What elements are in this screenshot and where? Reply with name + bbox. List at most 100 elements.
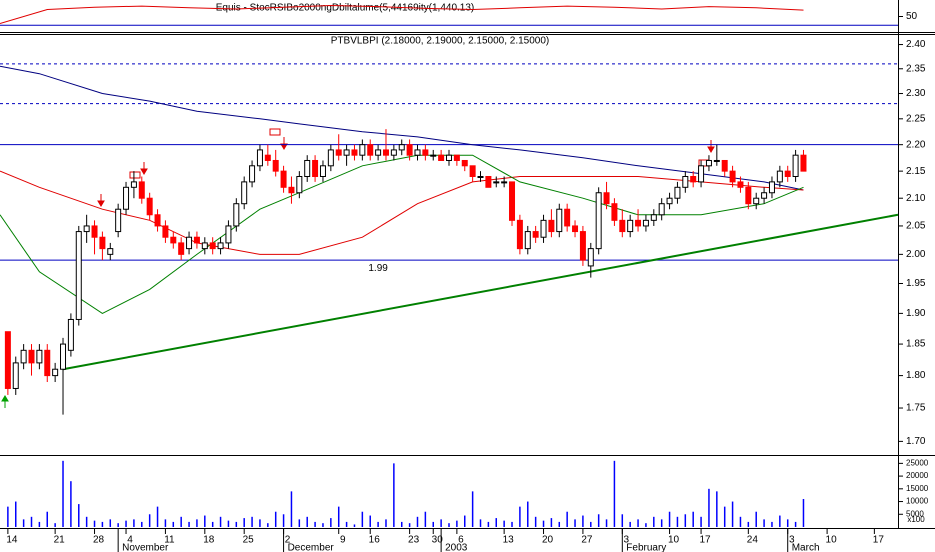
candle-body [485,176,492,188]
x-group-label: December [288,543,335,552]
x-tick-label: 14 [6,535,18,546]
candle-body [99,236,106,250]
candle-body [351,149,358,156]
candle-body [146,197,153,216]
candle-body [761,192,768,199]
x-tick-label: 28 [93,535,105,546]
candle-body [532,231,539,238]
candle-body [650,214,657,221]
y-tick-label: 2.00 [906,249,926,260]
candle-body [217,242,224,250]
candle-body [319,165,326,178]
candle-body [343,149,350,156]
candle-body [705,159,712,167]
candle-body [737,181,744,188]
candle-body [60,343,67,370]
x-tick-label: 3 [789,535,795,546]
y-tick-label: 15000 [906,484,929,493]
candle-body [241,181,248,205]
candle-body [138,181,145,199]
y-tick-label: 10000 [906,497,929,506]
candle-body [201,242,208,250]
candle-body [729,170,736,183]
y-tick-label: 25000 [906,458,929,467]
y-tick-label: 2.20 [906,139,926,150]
volume-unit: x100 [907,515,925,524]
x-tick-label: 13 [503,535,515,546]
candle-body [154,214,161,227]
sell-arrow [140,162,148,175]
candle-body [784,170,791,178]
candle-body [304,159,311,178]
x-tick-label: 18 [203,535,215,546]
candle-body [256,149,263,167]
y-tick-label: 2.25 [906,113,926,124]
x-tick-label: 21 [54,535,66,546]
x-tick-label: 4 [127,535,133,546]
candle-body [170,236,177,244]
candle-body [493,181,500,184]
candle-body [768,181,775,194]
candle-body [367,144,374,156]
x-tick-label: 27 [581,535,593,546]
candle-body [67,318,74,351]
candle-body [721,159,728,172]
candle-body [280,170,287,188]
candle-body [587,248,594,267]
trend-line [62,213,899,371]
signals [1,128,715,408]
candle-body [572,225,579,233]
x-tick-label: 16 [369,535,381,546]
y-tick-label: 5000 [906,509,924,518]
x-tick-label: 24 [747,535,759,546]
candle-body [453,154,460,161]
candle-body [548,219,555,233]
candle-body [509,181,516,221]
candle-body [130,181,137,188]
candle-body [438,154,445,161]
sell-arrow [97,194,105,207]
y-tick-label: 2.15 [906,166,926,177]
candle-body [422,149,429,156]
candle-body [674,186,681,199]
candle-body [556,208,563,233]
y-tick-label: 2.05 [906,221,926,232]
candle-body [209,242,216,250]
indicator-line [0,154,804,314]
y-tick-label: 2.10 [906,193,926,204]
candle-body [776,170,783,183]
candle-body [186,236,193,250]
candle-body [682,176,689,188]
candle-body [698,165,705,183]
candle-body [753,197,760,205]
candle-body [312,159,319,178]
y-tick-label: 1.95 [906,278,926,289]
sell-arrow [280,137,288,150]
candle-body [20,349,27,364]
candle-body [264,154,271,161]
candle-body [635,219,642,227]
candle-body [44,349,51,377]
signal-marker [129,171,141,179]
indicator-line [0,4,804,24]
x-tick-label: 25 [243,535,255,546]
candle-body [296,176,303,194]
x-group-label: March [792,543,820,552]
x-tick-label: 30 [432,535,444,546]
candle-body [28,349,35,364]
candle-body [272,159,279,172]
candle-body [115,208,122,233]
candle-body [178,242,185,255]
candle-body [430,154,437,157]
candle-body [690,176,697,183]
candle-body [288,186,295,194]
candle-body [469,165,476,178]
candle-body [461,159,468,167]
x-tick-label: 9 [340,535,346,546]
buy-arrow [1,395,9,408]
candle-body [233,203,240,227]
x-tick-label: 10 [668,535,680,546]
candle-body [627,219,634,233]
candle-body [792,154,799,178]
candle-body [12,362,19,389]
